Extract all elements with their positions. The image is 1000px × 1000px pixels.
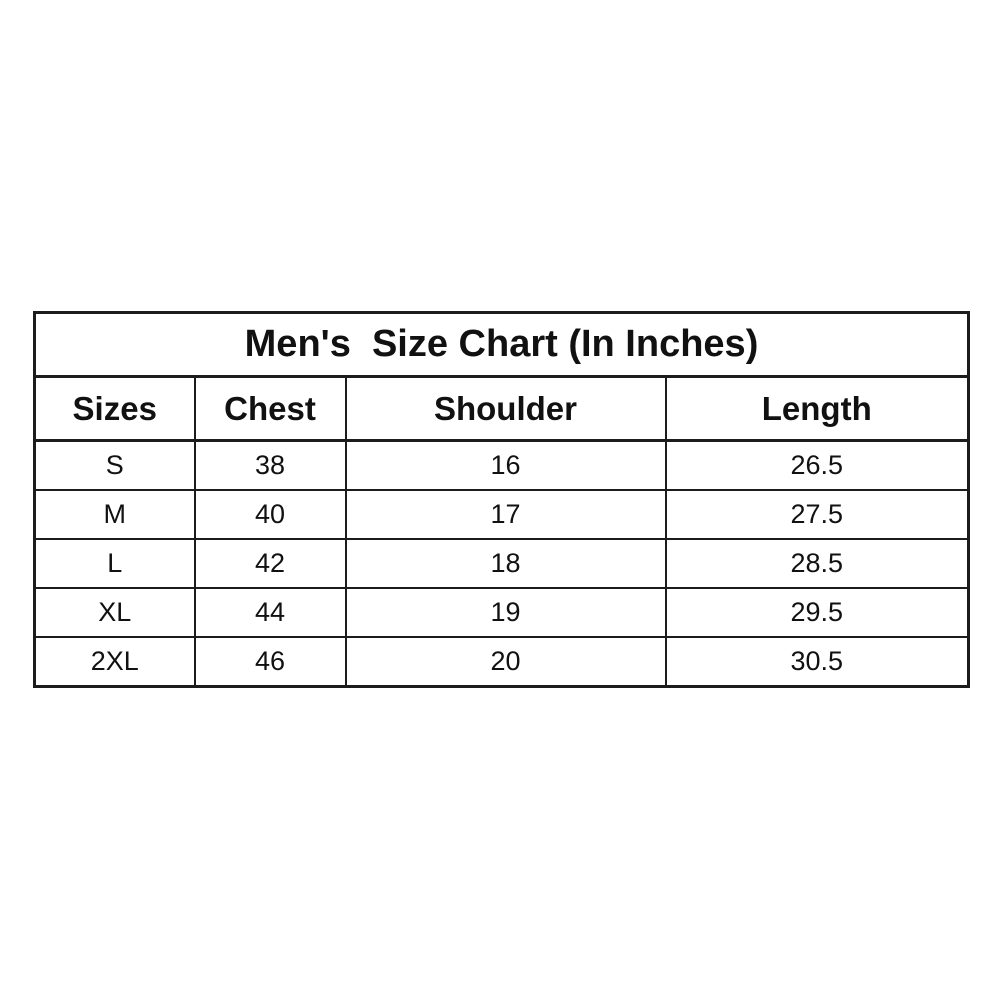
size-cell: S <box>33 439 196 491</box>
chest-cell: 40 <box>193 489 347 540</box>
table-header-row: Sizes Chest Shoulder Length <box>33 375 970 442</box>
column-header-sizes: Sizes <box>33 375 196 442</box>
shoulder-cell: 19 <box>344 587 667 638</box>
length-cell: 30.5 <box>664 636 970 688</box>
size-cell: M <box>33 489 196 540</box>
size-chart-table: Men's Size Chart (In Inches) Sizes Chest… <box>33 311 970 688</box>
column-header-shoulder: Shoulder <box>344 375 667 442</box>
table-row-m: M 40 17 27.5 <box>33 489 970 540</box>
table-title: Men's Size Chart (In Inches) <box>33 311 970 378</box>
shoulder-cell: 20 <box>344 636 667 688</box>
shoulder-cell: 18 <box>344 538 667 589</box>
shoulder-cell: 17 <box>344 489 667 540</box>
chest-cell: 46 <box>193 636 347 688</box>
shoulder-cell: 16 <box>344 439 667 491</box>
length-cell: 26.5 <box>664 439 970 491</box>
length-cell: 28.5 <box>664 538 970 589</box>
chest-cell: 38 <box>193 439 347 491</box>
size-cell: 2XL <box>33 636 196 688</box>
size-cell: L <box>33 538 196 589</box>
table-title-row: Men's Size Chart (In Inches) <box>33 311 970 378</box>
length-cell: 27.5 <box>664 489 970 540</box>
table-row-l: L 42 18 28.5 <box>33 538 970 589</box>
size-cell: XL <box>33 587 196 638</box>
column-header-chest: Chest <box>193 375 347 442</box>
table-row-s: S 38 16 26.5 <box>33 439 970 491</box>
length-cell: 29.5 <box>664 587 970 638</box>
column-header-length: Length <box>664 375 970 442</box>
chest-cell: 44 <box>193 587 347 638</box>
table-row-2xl: 2XL 46 20 30.5 <box>33 636 970 688</box>
table-row-xl: XL 44 19 29.5 <box>33 587 970 638</box>
chest-cell: 42 <box>193 538 347 589</box>
